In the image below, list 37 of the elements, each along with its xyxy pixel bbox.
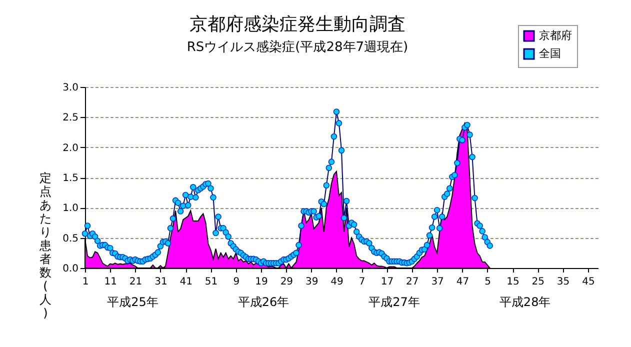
legend-label: 京都府 [539,29,572,42]
x-tick-label: 15 [506,276,520,288]
x-tick-label: 7 [358,276,366,288]
text: 平成26年 [238,295,290,309]
y-tick-label: 2.0 [62,142,78,154]
x-tick-label: 17 [380,276,394,288]
y-tick-label: 2.5 [62,112,78,124]
x-tick-label: 31 [154,276,168,288]
x-tick-label: 51 [204,276,218,288]
text: 平成25年 [107,295,158,309]
text: 平成28年 [499,295,551,309]
chart-title: 京都府感染症発生動向調査 [190,14,406,35]
y-tick-label: 0.5 [62,233,78,244]
x-tick-label: 49 [330,276,344,288]
x-tick-label: 11 [104,276,118,288]
x-tick-label: 19 [255,276,268,288]
x-tick-label: 47 [456,276,470,288]
x-tick-label: 45 [582,276,595,288]
x-tick-label: 41 [180,276,192,288]
text: 定点あたり患者数(人) [40,171,52,320]
y-tick-label: 1.5 [62,173,78,184]
x-tick-label: 9 [233,276,240,288]
x-tick-label: 25 [532,276,545,288]
x-tick-label: 39 [305,276,318,288]
x-tick-label: 27 [406,276,419,288]
x-tick-label: 5 [484,276,492,288]
x-tick-label: 1 [82,276,89,288]
text: 平成27年 [368,295,420,309]
y-tick-label: 0.0 [62,264,78,274]
y-tick-label: 3.0 [62,82,78,94]
x-tick-label: 29 [280,276,294,288]
x-tick-label: 37 [431,276,444,288]
y-tick-label: 1.0 [62,203,78,214]
x-tick-label: 35 [556,276,570,288]
legend-label: 全国 [539,47,561,60]
x-tick-label: 21 [129,276,142,288]
chart-subtitle: RSウイルス感染症(平成28年7週現在) [186,40,408,55]
